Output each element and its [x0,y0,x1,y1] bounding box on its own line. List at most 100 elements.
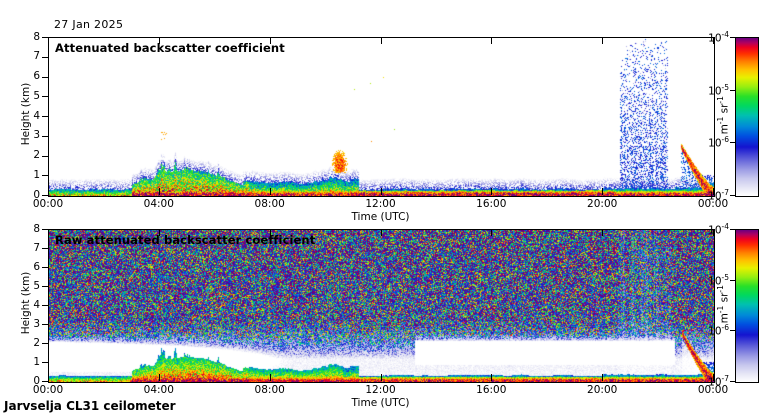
y-tick-label: 4 [33,298,40,311]
x-tick-top [158,230,160,236]
y-tick [42,286,48,287]
x-tick [713,374,714,381]
y-tick-label: 6 [33,260,40,273]
x-tick-top [158,38,160,44]
x-tick-label: 20:00 [587,198,618,210]
y-tick-label: 2 [33,336,40,349]
y-tick [42,37,48,38]
x-tick-top [269,38,271,44]
colorbar-tick [730,89,735,91]
y-tick [42,175,48,177]
y-tick [42,96,48,98]
x-tick-top [380,230,382,236]
x-tick [48,188,49,195]
x-tick-label: 12:00 [365,198,396,210]
y-tick-label: 2 [33,149,40,161]
x-tick-top [602,230,604,236]
colorbar-tick-label: 10-6 [708,323,729,338]
heatmap-raw-attenuated-backscatter [49,230,714,382]
x-tick-top [602,38,604,44]
y-tick [42,155,48,157]
x-tick [602,188,604,195]
colorbar-tick [730,279,735,281]
y-tick [42,135,48,137]
x-tick [491,374,493,381]
x-tick-label: 12:00 [365,384,396,396]
colorbar-gradient-top [736,38,758,196]
y-tick [42,343,48,344]
x-tick-label: 00:00 [32,384,64,396]
y-tick-label: 7 [33,241,40,254]
y-tick [42,362,48,363]
y-tick-label: 3 [33,129,40,142]
colorbar-top [735,37,759,197]
colorbar-tick [730,142,735,144]
x-tick-label: 00:00 [32,198,64,210]
x-tick-top [491,38,493,44]
x-tick [491,188,493,195]
y-tick-label: 4 [33,109,40,122]
y-tick-label: 6 [33,70,40,82]
x-tick [380,188,382,195]
panel-title-top: Attenuated backscatter coefficient [55,41,285,55]
y-tick [42,195,48,196]
y-tick [42,267,48,268]
x-tick-top [380,38,382,44]
x-tick [269,188,271,195]
x-axis-title: Time (UTC) [351,211,410,223]
x-tick [269,374,271,381]
y-tick-label: 8 [33,222,40,235]
y-tick-label: 7 [33,50,40,63]
x-tick [158,374,160,381]
y-axis-title: Height (km) [20,82,32,146]
x-tick-label: 20:00 [587,384,618,396]
y-tick [42,305,48,306]
y-tick [42,76,48,78]
x-tick-top [48,38,49,44]
x-tick-top [48,230,49,236]
colorbar-tick-label: 10-5 [708,272,729,288]
date-title: 27 Jan 2025 [54,18,124,31]
x-tick-top [713,230,714,236]
y-tick-label: 5 [33,279,40,292]
colorbar-unit-label: m-1 sr-1 [715,96,731,135]
colorbar-tick [730,37,735,38]
y-tick-label: 1 [33,355,40,368]
y-tick-label: 5 [33,89,40,102]
colorbar-tick [730,330,735,332]
x-tick [380,374,382,381]
colorbar-tick-label: 10-4 [708,30,729,45]
x-tick-label: 16:00 [476,198,507,210]
x-tick-top [491,230,493,236]
panel-attenuated-backscatter: Attenuated backscatter coefficient [48,37,715,197]
colorbar-tick-label: 10-7 [708,188,729,203]
x-tick-label: 16:00 [476,384,507,396]
colorbar-bottom [735,229,759,383]
heatmap-attenuated-backscatter [49,38,714,196]
x-tick [48,374,49,381]
y-tick [42,324,48,325]
x-tick-label: 00:00 [697,384,729,396]
x-tick-label: 08:00 [254,384,285,396]
panel-title-bot: Raw attenuated backscatter coefficient [55,233,316,247]
y-tick [42,229,48,230]
colorbar-tick [730,381,735,382]
colorbar-gradient-bottom [736,230,758,382]
footer-instrument: Jarvselja CL31 ceilometer [4,399,176,413]
y-tick [42,381,48,382]
x-tick [713,188,714,195]
x-tick-label: 04:00 [143,384,174,396]
colorbar-tick-label: 10-7 [708,374,729,389]
panel-raw-attenuated-backscatter: Raw attenuated backscatter coefficient [48,229,715,383]
x-tick-label: 04:00 [143,198,174,210]
colorbar-tick-label: 10-6 [708,135,729,150]
y-tick-label: 8 [33,30,40,43]
x-tick [602,374,604,381]
y-tick [42,248,48,249]
y-tick-label: 3 [33,317,40,330]
y-tick [42,116,48,117]
y-tick-label: 1 [33,168,40,181]
x-tick-top [713,38,714,44]
x-tick-label: 08:00 [254,198,285,210]
colorbar-tick-label: 10-4 [708,222,729,237]
